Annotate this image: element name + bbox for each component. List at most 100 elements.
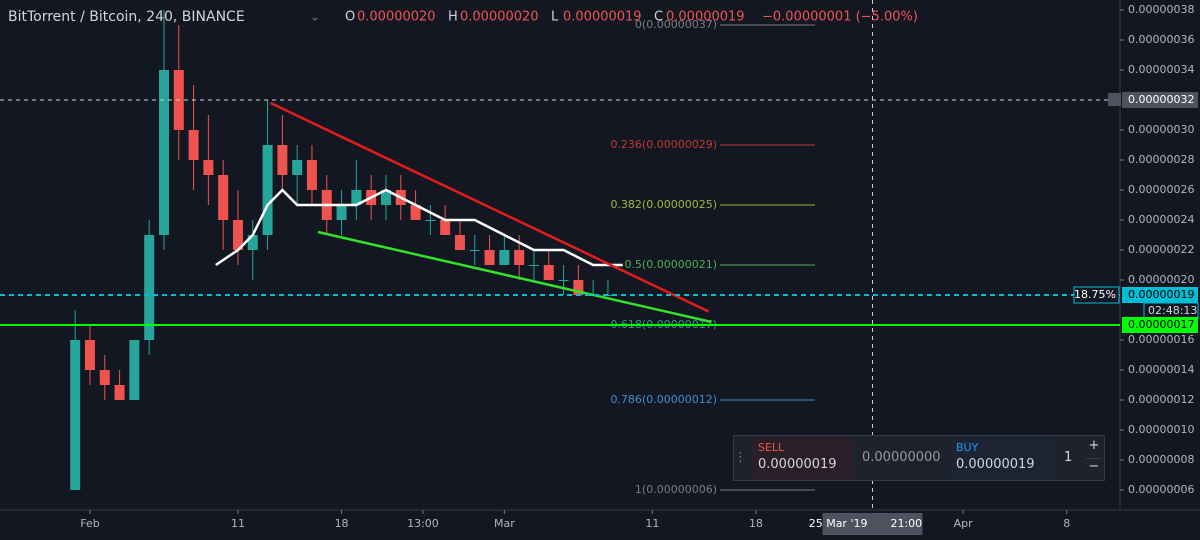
candle-body bbox=[558, 280, 569, 281]
price-tag-label: 0.00000019 bbox=[1128, 288, 1194, 301]
ohlc-value: 0.00000020 bbox=[460, 10, 539, 25]
candle-body bbox=[440, 220, 451, 235]
price-axis bbox=[1120, 0, 1200, 540]
y-tick-label: 0.00000008 bbox=[1128, 453, 1194, 466]
price-tag bbox=[1122, 317, 1198, 333]
symbol[interactable]: BitTorrent / Bitcoin, 240, BINANCE bbox=[8, 9, 245, 25]
fib-label: 0.382(0.00000025) bbox=[610, 198, 717, 211]
y-tick-label: 0.00000012 bbox=[1128, 393, 1194, 406]
candle-body bbox=[114, 385, 125, 400]
x-tick-label: 18 bbox=[335, 517, 349, 530]
y-tick-label: 0.00000022 bbox=[1128, 243, 1194, 256]
ohlc-label: C bbox=[654, 10, 663, 25]
change: −0.00000001 (−5.00%) bbox=[762, 10, 918, 25]
candle-body bbox=[573, 280, 584, 295]
y-tick-label: 0.00000038 bbox=[1128, 3, 1194, 16]
y-tick-label: 0.00000010 bbox=[1128, 423, 1194, 436]
candle-body bbox=[499, 250, 510, 265]
candle-body bbox=[144, 235, 155, 340]
candle-body bbox=[158, 70, 169, 235]
candle-body bbox=[454, 235, 465, 250]
price-tag bbox=[1122, 287, 1198, 303]
x-tick-label: 11 bbox=[231, 517, 245, 530]
fib-label: 0(0.00000037) bbox=[635, 18, 717, 31]
crosshair-price-tag bbox=[1122, 92, 1198, 108]
price-tag-label: 0.00000017 bbox=[1128, 318, 1194, 331]
fib-label: 0.786(0.00000012) bbox=[610, 393, 717, 406]
crosshair-price: 0.00000032 bbox=[1128, 93, 1194, 106]
candle-body bbox=[351, 190, 362, 205]
fib-label: 0.5(0.00000021) bbox=[624, 258, 717, 271]
candle-body bbox=[410, 205, 421, 220]
countdown: 02:48:13 bbox=[1148, 304, 1197, 317]
candle-body bbox=[232, 220, 243, 250]
buy-button[interactable] bbox=[952, 436, 1052, 480]
ohlc-label: O bbox=[345, 10, 355, 25]
crosshair-time: 21:00 bbox=[890, 517, 922, 530]
y-tick-label: 0.00000034 bbox=[1128, 63, 1194, 76]
candle-body bbox=[247, 235, 258, 250]
y-tick-label: 0.00000020 bbox=[1128, 273, 1194, 286]
plus-icon[interactable] bbox=[1108, 93, 1121, 106]
sell-label: SELL bbox=[758, 441, 785, 454]
drag-handle[interactable]: ⋮⋮ bbox=[734, 450, 760, 465]
candle-body bbox=[188, 130, 199, 160]
candle-body bbox=[469, 250, 480, 251]
y-tick-label: 0.00000026 bbox=[1128, 183, 1194, 196]
percent-tag bbox=[1073, 286, 1120, 304]
x-tick-label: 11 bbox=[645, 517, 659, 530]
candle-body bbox=[484, 250, 495, 265]
y-tick-label: 0.00000016 bbox=[1128, 333, 1194, 346]
x-tick-label: Apr bbox=[954, 517, 974, 530]
x-tick-label: Mar bbox=[494, 517, 515, 530]
order-panel: ⋮⋮ SELL 0.00000019 0.00000000 BUY 0.0000… bbox=[733, 435, 1105, 481]
ohlc-value: 0.00000020 bbox=[357, 10, 436, 25]
plot: 0(0.00000037) 0.236(0.00000029) 0.382(0.00… bbox=[70, 10, 815, 496]
fib-label: 1(0.00000006) bbox=[635, 483, 717, 496]
trendline bbox=[317, 230, 712, 324]
percent-tag-label: 18.75% bbox=[1074, 288, 1116, 301]
minus-button[interactable]: − bbox=[1086, 458, 1102, 478]
fib-label: 0.236(0.00000029) bbox=[610, 138, 717, 151]
x-tick-label: 18 bbox=[749, 517, 763, 530]
candle-body bbox=[425, 220, 436, 221]
sell-button[interactable] bbox=[752, 436, 852, 480]
candle-body bbox=[380, 190, 391, 205]
y-tick-label: 0.00000028 bbox=[1128, 153, 1194, 166]
plus-button[interactable]: + bbox=[1088, 438, 1100, 453]
trendline bbox=[269, 101, 710, 313]
y-tick-label: 0.00000036 bbox=[1128, 33, 1194, 46]
crosshair-date: 25 Mar '19 bbox=[809, 517, 868, 530]
crosshair-time-tag bbox=[822, 513, 923, 535]
candle-body bbox=[262, 145, 273, 235]
ohlc-value: 0.00000019 bbox=[666, 10, 745, 25]
candle-body bbox=[528, 265, 539, 266]
quantity[interactable]: 1 bbox=[1064, 450, 1073, 465]
moving-average bbox=[215, 188, 623, 267]
candle-body bbox=[84, 340, 95, 370]
y-tick-label: 0.00000014 bbox=[1128, 363, 1194, 376]
y-tick-label: 0.00000006 bbox=[1128, 483, 1194, 496]
candle-body bbox=[70, 340, 81, 490]
buy-price: 0.00000019 bbox=[956, 457, 1035, 472]
candle-body bbox=[336, 205, 347, 220]
candle-body bbox=[203, 160, 214, 175]
ohlc-label: L bbox=[551, 10, 559, 25]
candle-body bbox=[277, 145, 288, 175]
y-tick-label: 0.00000024 bbox=[1128, 213, 1194, 226]
candle-body bbox=[292, 160, 303, 175]
sell-price: 0.00000019 bbox=[758, 457, 837, 472]
spread: 0.00000000 bbox=[862, 450, 941, 465]
candle-body bbox=[129, 340, 140, 400]
candle-body bbox=[306, 160, 317, 190]
candle-body bbox=[514, 250, 525, 265]
x-tick-label: 13:00 bbox=[407, 517, 439, 530]
candle-body bbox=[543, 265, 554, 280]
ohlc-value: 0.00000019 bbox=[563, 10, 642, 25]
buy-label: BUY bbox=[956, 441, 979, 454]
ohlc-label: H bbox=[448, 10, 458, 25]
x-tick-label: Feb bbox=[80, 517, 99, 530]
dropdown[interactable]: ⌄ bbox=[310, 10, 320, 24]
